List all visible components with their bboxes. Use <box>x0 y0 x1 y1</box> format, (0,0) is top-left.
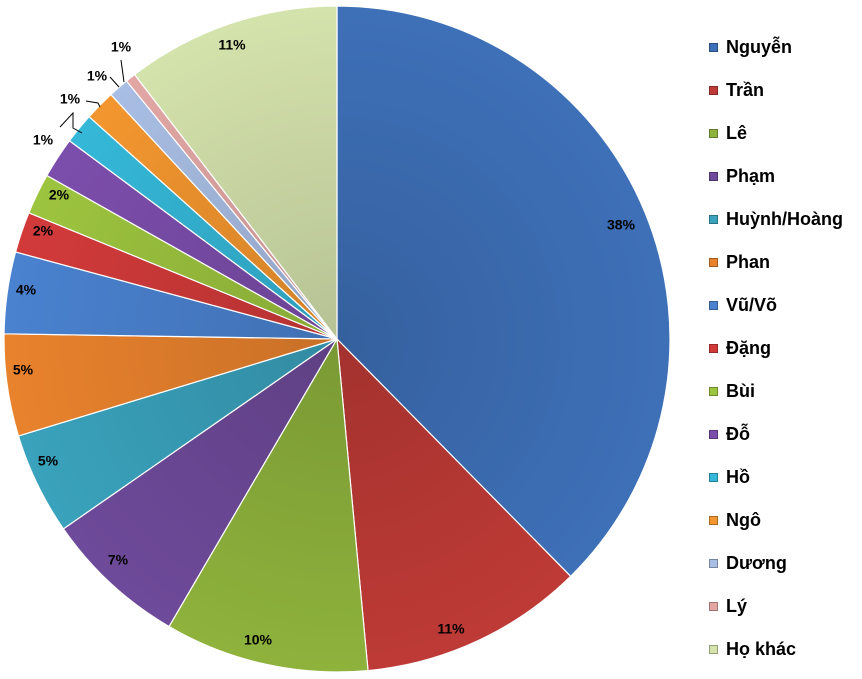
leader-line-12 <box>109 76 120 88</box>
data-label-7: 2% <box>33 223 54 239</box>
legend-swatch-10 <box>709 473 718 482</box>
slice-2 <box>168 337 369 673</box>
slice-1 <box>336 337 572 672</box>
legend-label-12: Dương <box>726 553 787 573</box>
legend-swatch-0 <box>709 43 718 52</box>
legend-swatch-9 <box>709 430 718 439</box>
data-label-8: 2% <box>49 187 70 203</box>
slice-0 <box>336 5 671 578</box>
legend-swatch-6 <box>709 301 718 310</box>
data-label-12: 1% <box>87 68 108 84</box>
legend-label-14: Họ khác <box>726 639 797 659</box>
slice-14 <box>133 5 338 341</box>
legend-label-4: Huỳnh/Hoàng <box>726 209 843 229</box>
legend-label-10: Hồ <box>726 467 750 487</box>
legend-label-1: Trần <box>726 80 765 100</box>
legend: Nguyễn Trần Lê Phạm Huỳnh/Hoàng Phan Vũ/Võ Đặng… <box>709 26 859 671</box>
legend-item-14: Họ khác <box>709 628 859 671</box>
legend-label-8: Bùi <box>726 381 755 401</box>
legend-item-13: Lý <box>709 585 859 628</box>
legend-item-5: Phan <box>709 241 859 284</box>
data-label-1: 11% <box>437 621 465 637</box>
legend-item-6: Vũ/Võ <box>709 284 859 327</box>
legend-label-2: Lê <box>726 123 748 143</box>
legend-swatch-11 <box>709 516 718 525</box>
data-label-3: 7% <box>108 552 129 568</box>
data-label-5: 5% <box>13 362 34 378</box>
legend-swatch-2 <box>709 129 718 138</box>
legend-label-9: Đỗ <box>726 424 750 444</box>
legend-item-4: Huỳnh/Hoàng <box>709 198 859 241</box>
legend-item-10: Hồ <box>709 456 859 499</box>
legend-swatch-14 <box>709 645 718 654</box>
legend-label-13: Lý <box>726 596 748 616</box>
legend-swatch-7 <box>709 344 718 353</box>
data-label-0: 38% <box>607 217 636 233</box>
leader-line-10 <box>59 111 83 134</box>
legend-item-3: Phạm <box>709 155 859 198</box>
legend-item-11: Ngô <box>709 499 859 542</box>
legend-label-7: Đặng <box>726 338 771 358</box>
data-label-2: 10% <box>244 632 273 648</box>
legend-swatch-13 <box>709 602 718 611</box>
legend-label-0: Nguyễn <box>726 37 793 57</box>
legend-item-8: Bùi <box>709 370 859 413</box>
legend-item-7: Đặng <box>709 327 859 370</box>
legend-swatch-4 <box>709 215 718 224</box>
legend-item-1: Trần <box>709 69 859 112</box>
data-label-13: 1% <box>111 39 132 55</box>
data-label-4: 5% <box>38 453 59 469</box>
data-label-10: 1% <box>33 132 54 148</box>
legend-swatch-12 <box>709 559 718 568</box>
data-label-11: 1% <box>60 91 81 107</box>
legend-swatch-8 <box>709 387 718 396</box>
legend-item-12: Dương <box>709 542 859 585</box>
legend-swatch-3 <box>709 172 718 181</box>
legend-swatch-5 <box>709 258 718 267</box>
legend-item-9: Đỗ <box>709 413 859 456</box>
leader-line-11 <box>85 100 101 108</box>
legend-label-3: Phạm <box>726 166 776 186</box>
slice-3 <box>62 338 338 628</box>
legend-label-11: Ngô <box>726 510 761 530</box>
leader-line-13 <box>120 59 125 83</box>
legend-swatch-1 <box>709 86 718 95</box>
data-label-6: 4% <box>16 282 37 298</box>
legend-label-6: Vũ/Võ <box>726 295 778 315</box>
data-label-14: 11% <box>218 37 246 53</box>
legend-item-2: Lê <box>709 112 859 155</box>
legend-item-0: Nguyễn <box>709 26 859 69</box>
legend-label-5: Phan <box>726 252 771 272</box>
